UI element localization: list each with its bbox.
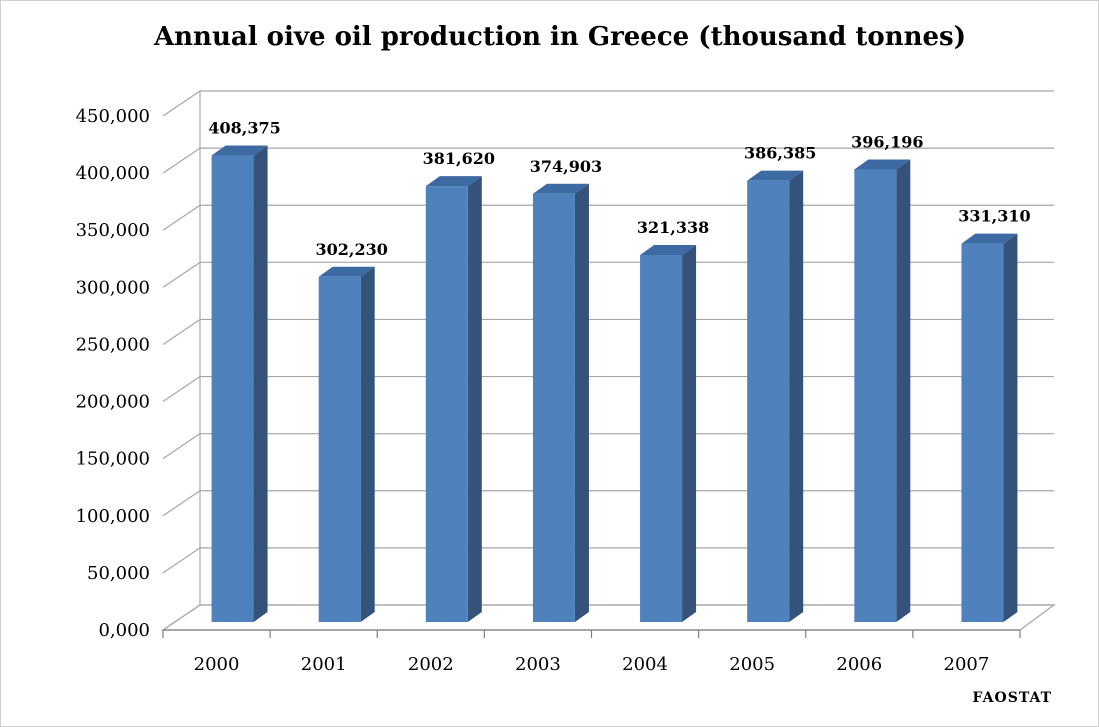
bar-2003: [532, 183, 589, 622]
bar-2000: [211, 145, 268, 623]
bar-2004: [640, 244, 697, 622]
x-tick-label: 2005: [729, 654, 775, 675]
y-tick-label: 150,000: [76, 449, 150, 470]
y-tick-label: 450,000: [76, 106, 150, 127]
bar-front: [854, 169, 897, 623]
bar-front: [425, 186, 468, 622]
data-label: 374,903: [530, 157, 602, 176]
bar-2001: [318, 266, 375, 622]
x-tick-label: 2000: [194, 654, 240, 675]
bar-top: [747, 170, 804, 181]
gridline-side: [162, 490, 201, 517]
chart-title: Annual oive oil production in Greece (th…: [153, 22, 966, 52]
gridline-side: [162, 147, 201, 174]
y-tick-label: 200,000: [76, 392, 150, 413]
y-tick-label: 350,000: [76, 220, 150, 241]
x-tick-label: 2006: [836, 654, 882, 675]
bar-top: [854, 159, 911, 170]
bar-2007: [961, 233, 1018, 622]
gridline-side: [162, 433, 201, 460]
bar-2005: [747, 170, 804, 622]
source-label: FAOSTAT: [973, 690, 1052, 706]
bar-side: [574, 183, 589, 622]
gridline-side: [162, 376, 201, 403]
data-label: 396,196: [851, 132, 923, 151]
bar-top: [961, 233, 1018, 244]
labels: 0,000 50,000 100,000 150,000 200,000 250,000 3…: [76, 106, 1052, 706]
gridline-side: [162, 90, 201, 117]
bar-top: [640, 244, 697, 255]
data-label: 302,230: [316, 240, 388, 259]
bar-top: [425, 176, 482, 187]
data-label: 381,620: [423, 149, 495, 168]
data-label: 386,385: [744, 144, 816, 163]
x-tick-label: 2004: [622, 654, 668, 675]
bar-top: [211, 145, 268, 156]
bar-top: [318, 266, 375, 277]
bar-2006: [854, 159, 911, 623]
bar-side: [360, 266, 375, 622]
bar-side: [789, 170, 804, 622]
gridlines: [161, 90, 1056, 631]
bars: [211, 145, 1018, 623]
bar-front: [211, 155, 254, 623]
gridline-side: [162, 204, 201, 231]
bar-front: [961, 243, 1004, 622]
bar-front: [532, 193, 575, 622]
bar-side: [253, 145, 268, 623]
data-label: 331,310: [958, 207, 1030, 226]
x-tick-label: 2002: [408, 654, 454, 675]
bar-side: [896, 159, 911, 623]
bar-side: [682, 244, 697, 622]
bar-front: [318, 276, 361, 622]
bar-front: [640, 254, 683, 622]
y-tick-label: 300,000: [76, 277, 150, 298]
bar-2002: [425, 176, 482, 622]
bar-side: [467, 176, 482, 622]
bar-side: [1003, 233, 1018, 622]
bar-front: [747, 180, 790, 622]
gridline-side: [162, 547, 201, 574]
data-label: 321,338: [637, 218, 709, 237]
bar-top: [532, 183, 589, 194]
axes: [162, 629, 1021, 638]
floor: [161, 604, 1056, 631]
data-label: 408,375: [208, 119, 280, 138]
y-tick-label: 400,000: [76, 163, 150, 184]
y-tick-label: 50,000: [87, 563, 150, 584]
y-tick-label: 250,000: [76, 334, 150, 355]
x-tick-label: 2007: [944, 654, 990, 675]
y-tick-label: 100,000: [76, 506, 150, 527]
x-tick-label: 2003: [515, 654, 561, 675]
x-tick-label: 2001: [301, 654, 347, 675]
y-tick-label: 0,000: [98, 620, 150, 641]
gridline-side: [162, 261, 201, 288]
gridline-side: [162, 318, 201, 345]
